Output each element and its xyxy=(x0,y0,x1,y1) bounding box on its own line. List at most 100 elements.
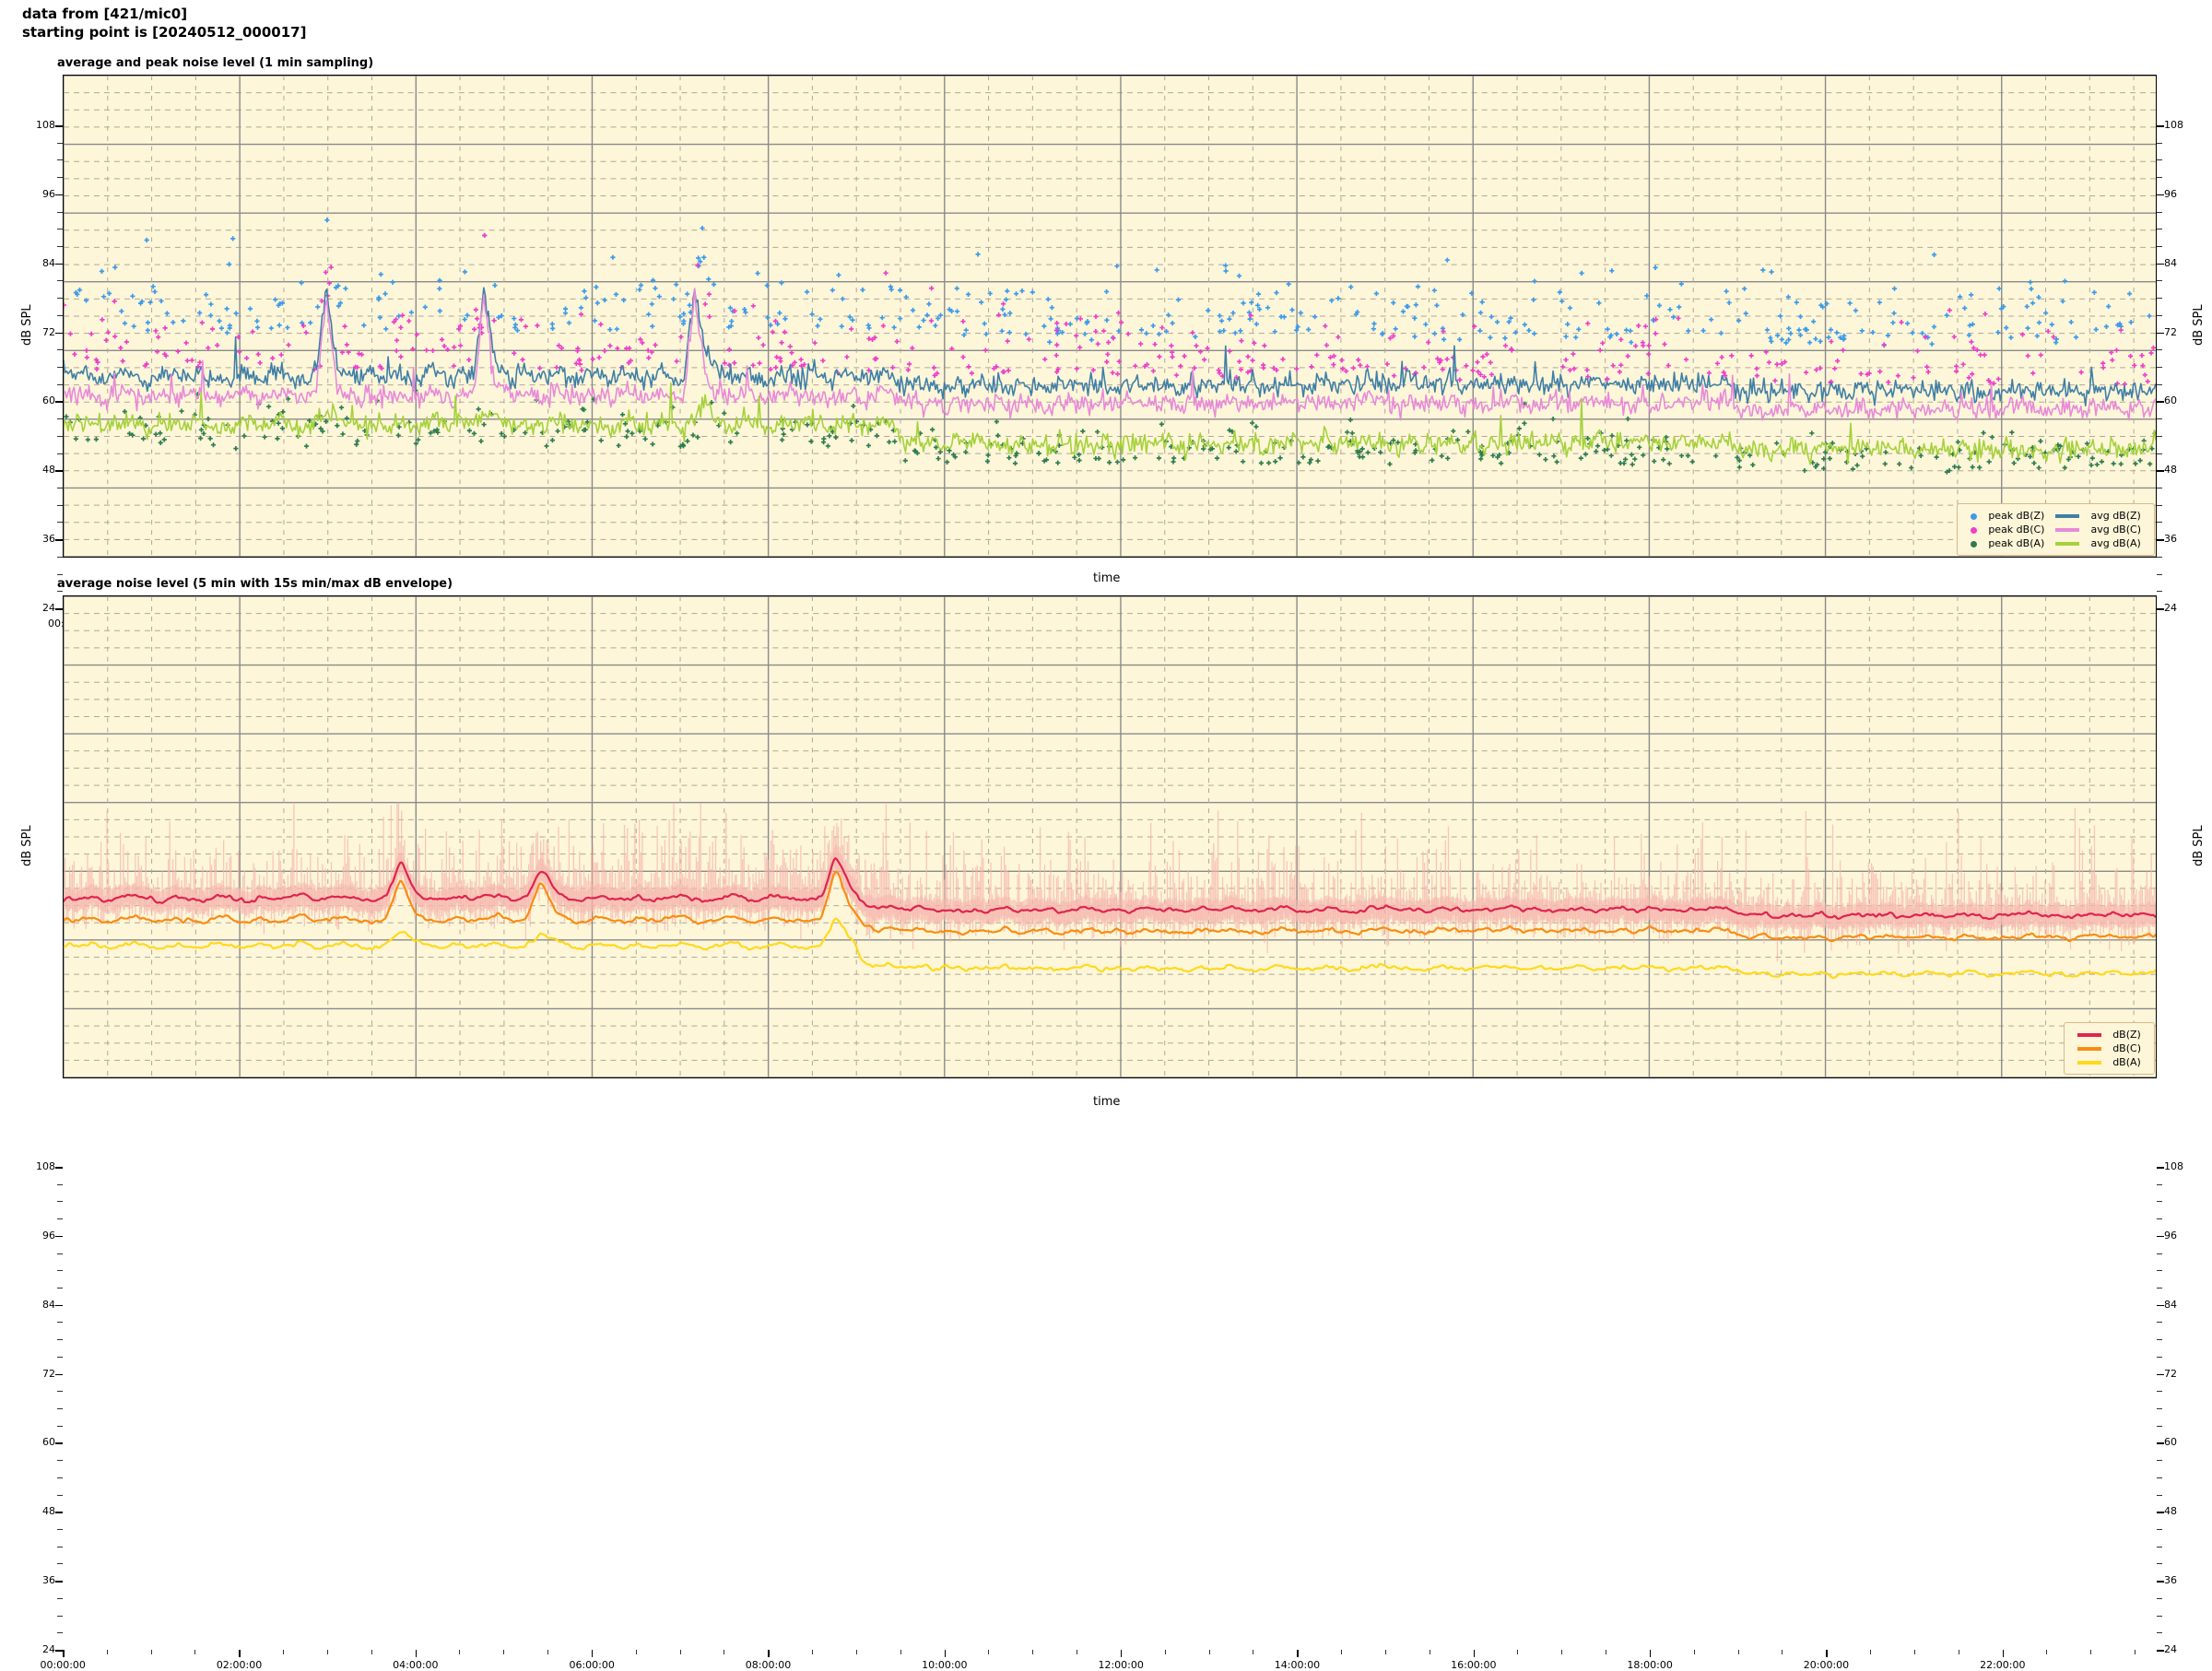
legend-row: dB(C) xyxy=(2072,1041,2147,1055)
x-minor-tick xyxy=(988,1650,990,1654)
y-minor-tick xyxy=(57,211,63,213)
y-tick-label-left: 36 xyxy=(42,1574,55,1587)
peak-dba-marker-icon xyxy=(1971,540,1978,547)
y-tick-mark xyxy=(55,1442,63,1444)
chart-bottom-legend[interactable]: dB(Z) dB(C) dB(A) xyxy=(2064,1022,2155,1075)
y-tick-label-right: 96 xyxy=(2164,187,2177,200)
y-minor-tick xyxy=(2157,1425,2162,1427)
y-minor-tick xyxy=(57,280,63,282)
y-tick-label-left: 48 xyxy=(42,1505,55,1518)
x-tick-mark xyxy=(1649,1650,1652,1657)
y-minor-tick xyxy=(2157,1391,2162,1393)
y-minor-tick xyxy=(2157,1183,2162,1185)
y-minor-tick xyxy=(2157,1339,2162,1341)
y-minor-tick xyxy=(2157,591,2162,593)
y-tick-label-right: 48 xyxy=(2164,1505,2177,1518)
y-tick-mark xyxy=(55,539,63,541)
y-tick-mark xyxy=(55,1581,63,1583)
chart-top-xlabel: time xyxy=(1093,571,1121,585)
x-minor-tick xyxy=(1870,1650,1872,1654)
legend-swatch-cell xyxy=(2072,1055,2107,1069)
y-tick-label-right: 36 xyxy=(2164,533,2177,546)
y-minor-tick xyxy=(2157,1356,2162,1358)
y-minor-tick xyxy=(2157,522,2162,524)
y-tick-mark xyxy=(55,263,63,265)
y-tick-label-left: 96 xyxy=(42,1229,55,1241)
chart-bottom-plot-area[interactable] xyxy=(63,595,2157,1078)
y-minor-tick xyxy=(57,1529,63,1530)
y-tick-label-left: 24 xyxy=(42,602,55,614)
y-tick-mark xyxy=(2157,608,2164,610)
chart-top-title: average and peak noise level (1 min samp… xyxy=(57,56,374,70)
x-tick-label: 12:00:00 xyxy=(1098,1659,1144,1671)
legend-label-cell: avg dB(A) xyxy=(2090,537,2141,549)
y-tick-label-left: 48 xyxy=(42,464,55,477)
y-tick-mark xyxy=(55,401,63,403)
y-tick-mark xyxy=(2157,1650,2164,1652)
y-tick-label-left: 108 xyxy=(36,119,55,131)
legend-swatch-cell xyxy=(2072,1041,2107,1055)
y-minor-tick xyxy=(2157,246,2162,247)
x-minor-tick xyxy=(1341,1650,1343,1654)
x-minor-tick xyxy=(679,1650,681,1654)
y-tick-label-right: 60 xyxy=(2164,394,2177,407)
x-minor-tick xyxy=(900,1650,901,1654)
y-tick-mark xyxy=(55,1304,63,1307)
y-minor-tick xyxy=(2157,453,2162,454)
x-minor-tick xyxy=(547,1650,549,1654)
x-minor-tick xyxy=(1782,1650,1783,1654)
y-minor-tick xyxy=(57,1460,63,1462)
y-tick-mark xyxy=(55,1235,63,1238)
x-tick-label: 06:00:00 xyxy=(569,1659,615,1671)
x-tick-label: 22:00:00 xyxy=(1980,1659,2026,1671)
chart-top-legend[interactable]: peak dB(Z) avg dB(Z) peak dB(C) avg dB(C… xyxy=(1957,503,2155,556)
legend-row: dB(A) xyxy=(2072,1055,2147,1069)
dba-line-icon xyxy=(2077,1061,2102,1065)
y-minor-tick xyxy=(2157,159,2162,161)
legend-swatch-cell xyxy=(1965,536,1983,550)
y-minor-tick xyxy=(2157,1632,2162,1634)
x-tick-label: 10:00:00 xyxy=(922,1659,968,1671)
y-minor-tick xyxy=(2157,314,2162,316)
y-minor-tick xyxy=(57,314,63,316)
y-minor-tick xyxy=(57,1183,63,1185)
x-tick-mark xyxy=(591,1650,594,1657)
x-tick-label: 20:00:00 xyxy=(1803,1659,1850,1671)
x-minor-tick xyxy=(2046,1650,2048,1654)
legend-label-cell: dB(Z) xyxy=(2112,1029,2141,1041)
y-tick-label-right: 96 xyxy=(2164,1229,2177,1241)
y-minor-tick xyxy=(57,1425,63,1427)
x-tick-mark xyxy=(1297,1650,1299,1657)
chart-top-plot-area[interactable] xyxy=(63,75,2157,558)
y-minor-tick xyxy=(57,1218,63,1220)
legend-swatch-cell xyxy=(2072,1028,2107,1041)
header-starting-point: starting point is [20240512_000017] xyxy=(22,23,307,41)
y-tick-label-left: 84 xyxy=(42,1298,55,1311)
header-data-source: data from [421/mic0] xyxy=(22,6,188,22)
avg-dbc-line-icon xyxy=(2055,528,2080,532)
x-minor-tick xyxy=(1032,1650,1034,1654)
legend-label-cell: avg dB(C) xyxy=(2090,524,2141,535)
y-minor-tick xyxy=(57,1253,63,1254)
peak-dbc-marker-icon xyxy=(1971,526,1978,534)
y-minor-tick xyxy=(57,504,63,506)
legend-swatch-cell xyxy=(1965,509,1983,523)
y-tick-label-left: 36 xyxy=(42,533,55,546)
y-tick-mark xyxy=(55,1167,63,1169)
y-minor-tick xyxy=(57,298,63,300)
chart-bottom-ylabel-left: dB SPL xyxy=(20,825,34,866)
y-tick-mark xyxy=(55,194,63,196)
legend-row: peak dB(A) avg dB(A) xyxy=(1965,536,2147,550)
y-tick-mark xyxy=(2157,1512,2164,1513)
y-minor-tick xyxy=(57,1288,63,1289)
avg-dbz-line-icon xyxy=(2055,514,2080,518)
y-minor-tick xyxy=(2157,1615,2162,1617)
x-minor-tick xyxy=(2135,1650,2136,1654)
legend-label-cell: peak dB(A) xyxy=(1988,537,2045,549)
y-minor-tick xyxy=(2157,1322,2162,1324)
x-tick-mark xyxy=(239,1650,241,1657)
x-minor-tick xyxy=(1693,1650,1695,1654)
y-tick-mark xyxy=(2157,332,2164,335)
x-tick-mark xyxy=(944,1650,947,1657)
chart-average-and-peak-noise: average and peak noise level (1 min samp… xyxy=(0,51,2212,630)
